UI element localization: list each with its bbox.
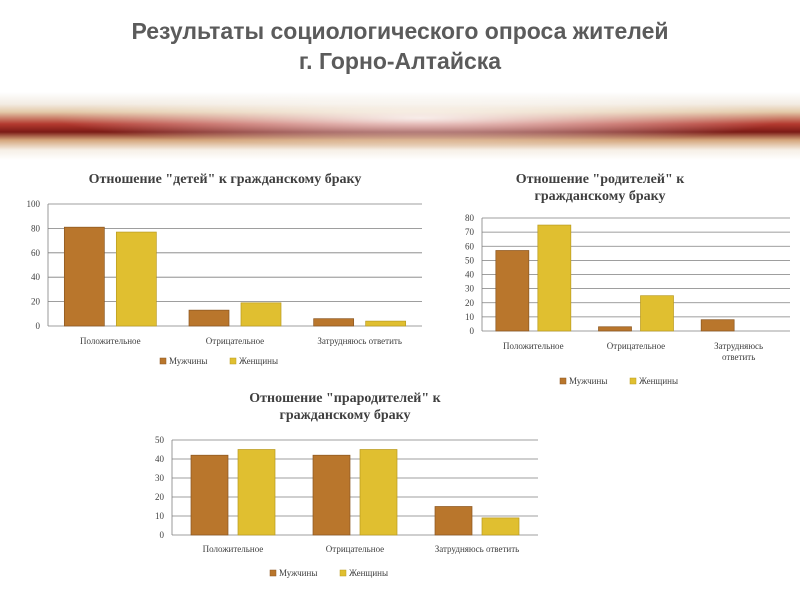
decorative-header-band — [0, 0, 800, 160]
y-tick-label: 10 — [465, 312, 475, 322]
y-tick-label: 20 — [31, 297, 41, 307]
x-tick-label: Положительное — [503, 341, 564, 351]
bar-men — [434, 506, 473, 536]
legend-label: Женщины — [639, 376, 678, 386]
bar-men — [700, 319, 735, 332]
y-tick-label: 40 — [31, 272, 41, 282]
chart-parents: 0 10 20 30 40 50 60 70 80 Положительное Отрицатель… — [465, 213, 790, 386]
y-tick-label: 70 — [465, 227, 475, 237]
y-tick-label: 10 — [155, 511, 165, 521]
y-tick-label: 50 — [465, 255, 475, 265]
legend-swatch — [269, 569, 277, 577]
bar-men — [63, 226, 105, 327]
page-title: Результаты социологического опроса жител… — [0, 16, 800, 76]
bar-men — [190, 454, 229, 536]
y-tick-label: 40 — [465, 270, 475, 280]
y-tick-label: 0 — [470, 326, 475, 336]
y-tick-label: 20 — [465, 298, 475, 308]
x-tick-label: Затрудняюсь ответить — [317, 336, 402, 346]
y-tick-label: 30 — [155, 473, 165, 483]
bar-men — [312, 454, 351, 536]
y-tick-label: 80 — [31, 223, 41, 233]
bar-women — [237, 449, 276, 536]
legend-swatch — [339, 569, 347, 577]
y-tick-label: 80 — [465, 213, 475, 223]
legend-label: Мужчины — [169, 356, 207, 366]
bar-women — [365, 320, 407, 327]
y-tick-label: 0 — [160, 530, 165, 540]
bar-women — [115, 231, 157, 327]
x-tick-label: Отрицательное — [326, 544, 384, 554]
legend-swatch — [629, 377, 637, 385]
bar-women — [537, 224, 572, 332]
chart-title-children: Отношение "детей" к гражданскому браку — [88, 172, 362, 187]
chart-title-parents: Отношение "родителей" к гражданскому бра… — [515, 172, 685, 204]
y-tick-label: 100 — [27, 199, 41, 209]
bar-men — [598, 326, 632, 332]
x-tick-label: Положительное — [80, 336, 141, 346]
x-tick-label-line2: ответить — [722, 352, 755, 362]
y-tick-label: 20 — [155, 492, 165, 502]
x-tick-label: Отрицательное — [206, 336, 264, 346]
x-tick-label: Затрудняюсь ответить — [435, 544, 520, 554]
y-tick-label: 60 — [31, 248, 41, 258]
page-title-line1: Результаты социологического опроса жител… — [131, 18, 669, 44]
bar-men — [495, 250, 530, 332]
bar-women — [359, 449, 398, 536]
y-tick-label: 60 — [465, 241, 475, 251]
y-tick-label: 50 — [155, 435, 165, 445]
y-tick-label: 0 — [36, 321, 41, 331]
legend-label: Мужчины — [279, 568, 317, 578]
y-tick-label: 40 — [155, 454, 165, 464]
x-tick-label: Затрудняюсь — [714, 341, 763, 351]
x-tick-label: Отрицательное — [607, 341, 665, 351]
page-title-line2: г. Горно-Алтайска — [298, 48, 502, 74]
legend-label: Женщины — [239, 356, 278, 366]
chart-grandparents: 0 10 20 30 40 50 Положительное Отрицательное Зат… — [155, 435, 538, 578]
bar-women — [240, 302, 282, 327]
y-tick-label: 30 — [465, 284, 475, 294]
legend-swatch — [159, 357, 167, 365]
bar-men — [313, 318, 355, 327]
legend-label: Мужчины — [569, 376, 607, 386]
bar-women — [640, 295, 674, 332]
chart-title-grandparents: Отношение "прародителей" к гражданскому … — [249, 391, 441, 423]
x-tick-label: Положительное — [203, 544, 264, 554]
chart-children: 0 20 40 60 80 100 Положительное Отрицательное За… — [27, 199, 422, 366]
legend-label: Женщины — [349, 568, 388, 578]
bar-women — [481, 517, 520, 536]
legend-swatch — [229, 357, 237, 365]
bar-men — [188, 309, 230, 327]
legend-swatch — [559, 377, 567, 385]
